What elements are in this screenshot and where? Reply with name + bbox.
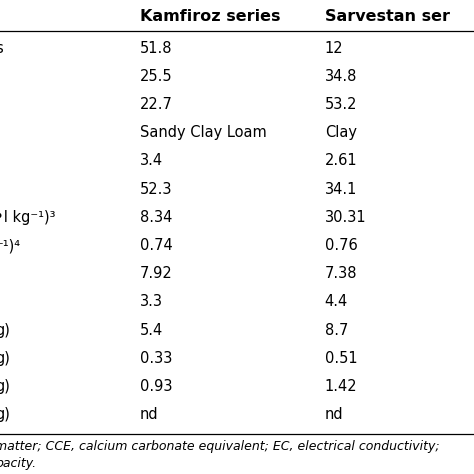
Text: Sarvestan ser: Sarvestan ser [325,9,450,24]
Text: 0.51: 0.51 [325,351,357,366]
Text: 30.31: 30.31 [325,210,366,225]
Text: 0.74: 0.74 [140,238,173,253]
Text: bacity.: bacity. [0,457,36,470]
Text: matter; CCE, calcium carbonate equivalent; EC, electrical conductivity;: matter; CCE, calcium carbonate equivalen… [0,440,440,453]
Text: 4.4: 4.4 [325,294,348,310]
Text: g): g) [0,351,10,366]
Text: 2.61: 2.61 [325,154,357,168]
Text: 34.8: 34.8 [325,69,357,84]
Text: 12: 12 [325,41,343,56]
Text: 5.4: 5.4 [140,322,163,337]
Text: s: s [0,41,3,56]
Text: 8.34: 8.34 [140,210,172,225]
Text: ⁻¹)⁴: ⁻¹)⁴ [0,238,20,253]
Text: •l kg⁻¹)³: •l kg⁻¹)³ [0,210,56,225]
Text: 8.7: 8.7 [325,322,348,337]
Text: 3.3: 3.3 [140,294,163,310]
Text: Clay: Clay [325,125,357,140]
Text: 3.4: 3.4 [140,154,163,168]
Text: nd: nd [325,407,343,422]
Text: g): g) [0,322,10,337]
Text: ): ) [0,294,1,310]
Text: 25.5: 25.5 [140,69,173,84]
Text: g): g) [0,407,10,422]
Text: 34.1: 34.1 [325,182,357,197]
Text: Kamfiroz series: Kamfiroz series [140,9,280,24]
Text: 52.3: 52.3 [140,182,173,197]
Text: 1.42: 1.42 [325,379,357,394]
Text: g): g) [0,379,10,394]
Text: 53.2: 53.2 [325,97,357,112]
Text: 7.38: 7.38 [325,266,357,281]
Text: nd: nd [140,407,158,422]
Text: 0.76: 0.76 [325,238,357,253]
Text: 51.8: 51.8 [140,41,173,56]
Text: Sandy Clay Loam: Sandy Clay Loam [140,125,266,140]
Text: 0.93: 0.93 [140,379,173,394]
Text: 22.7: 22.7 [140,97,173,112]
Text: 0.33: 0.33 [140,351,172,366]
Text: 7.92: 7.92 [140,266,173,281]
